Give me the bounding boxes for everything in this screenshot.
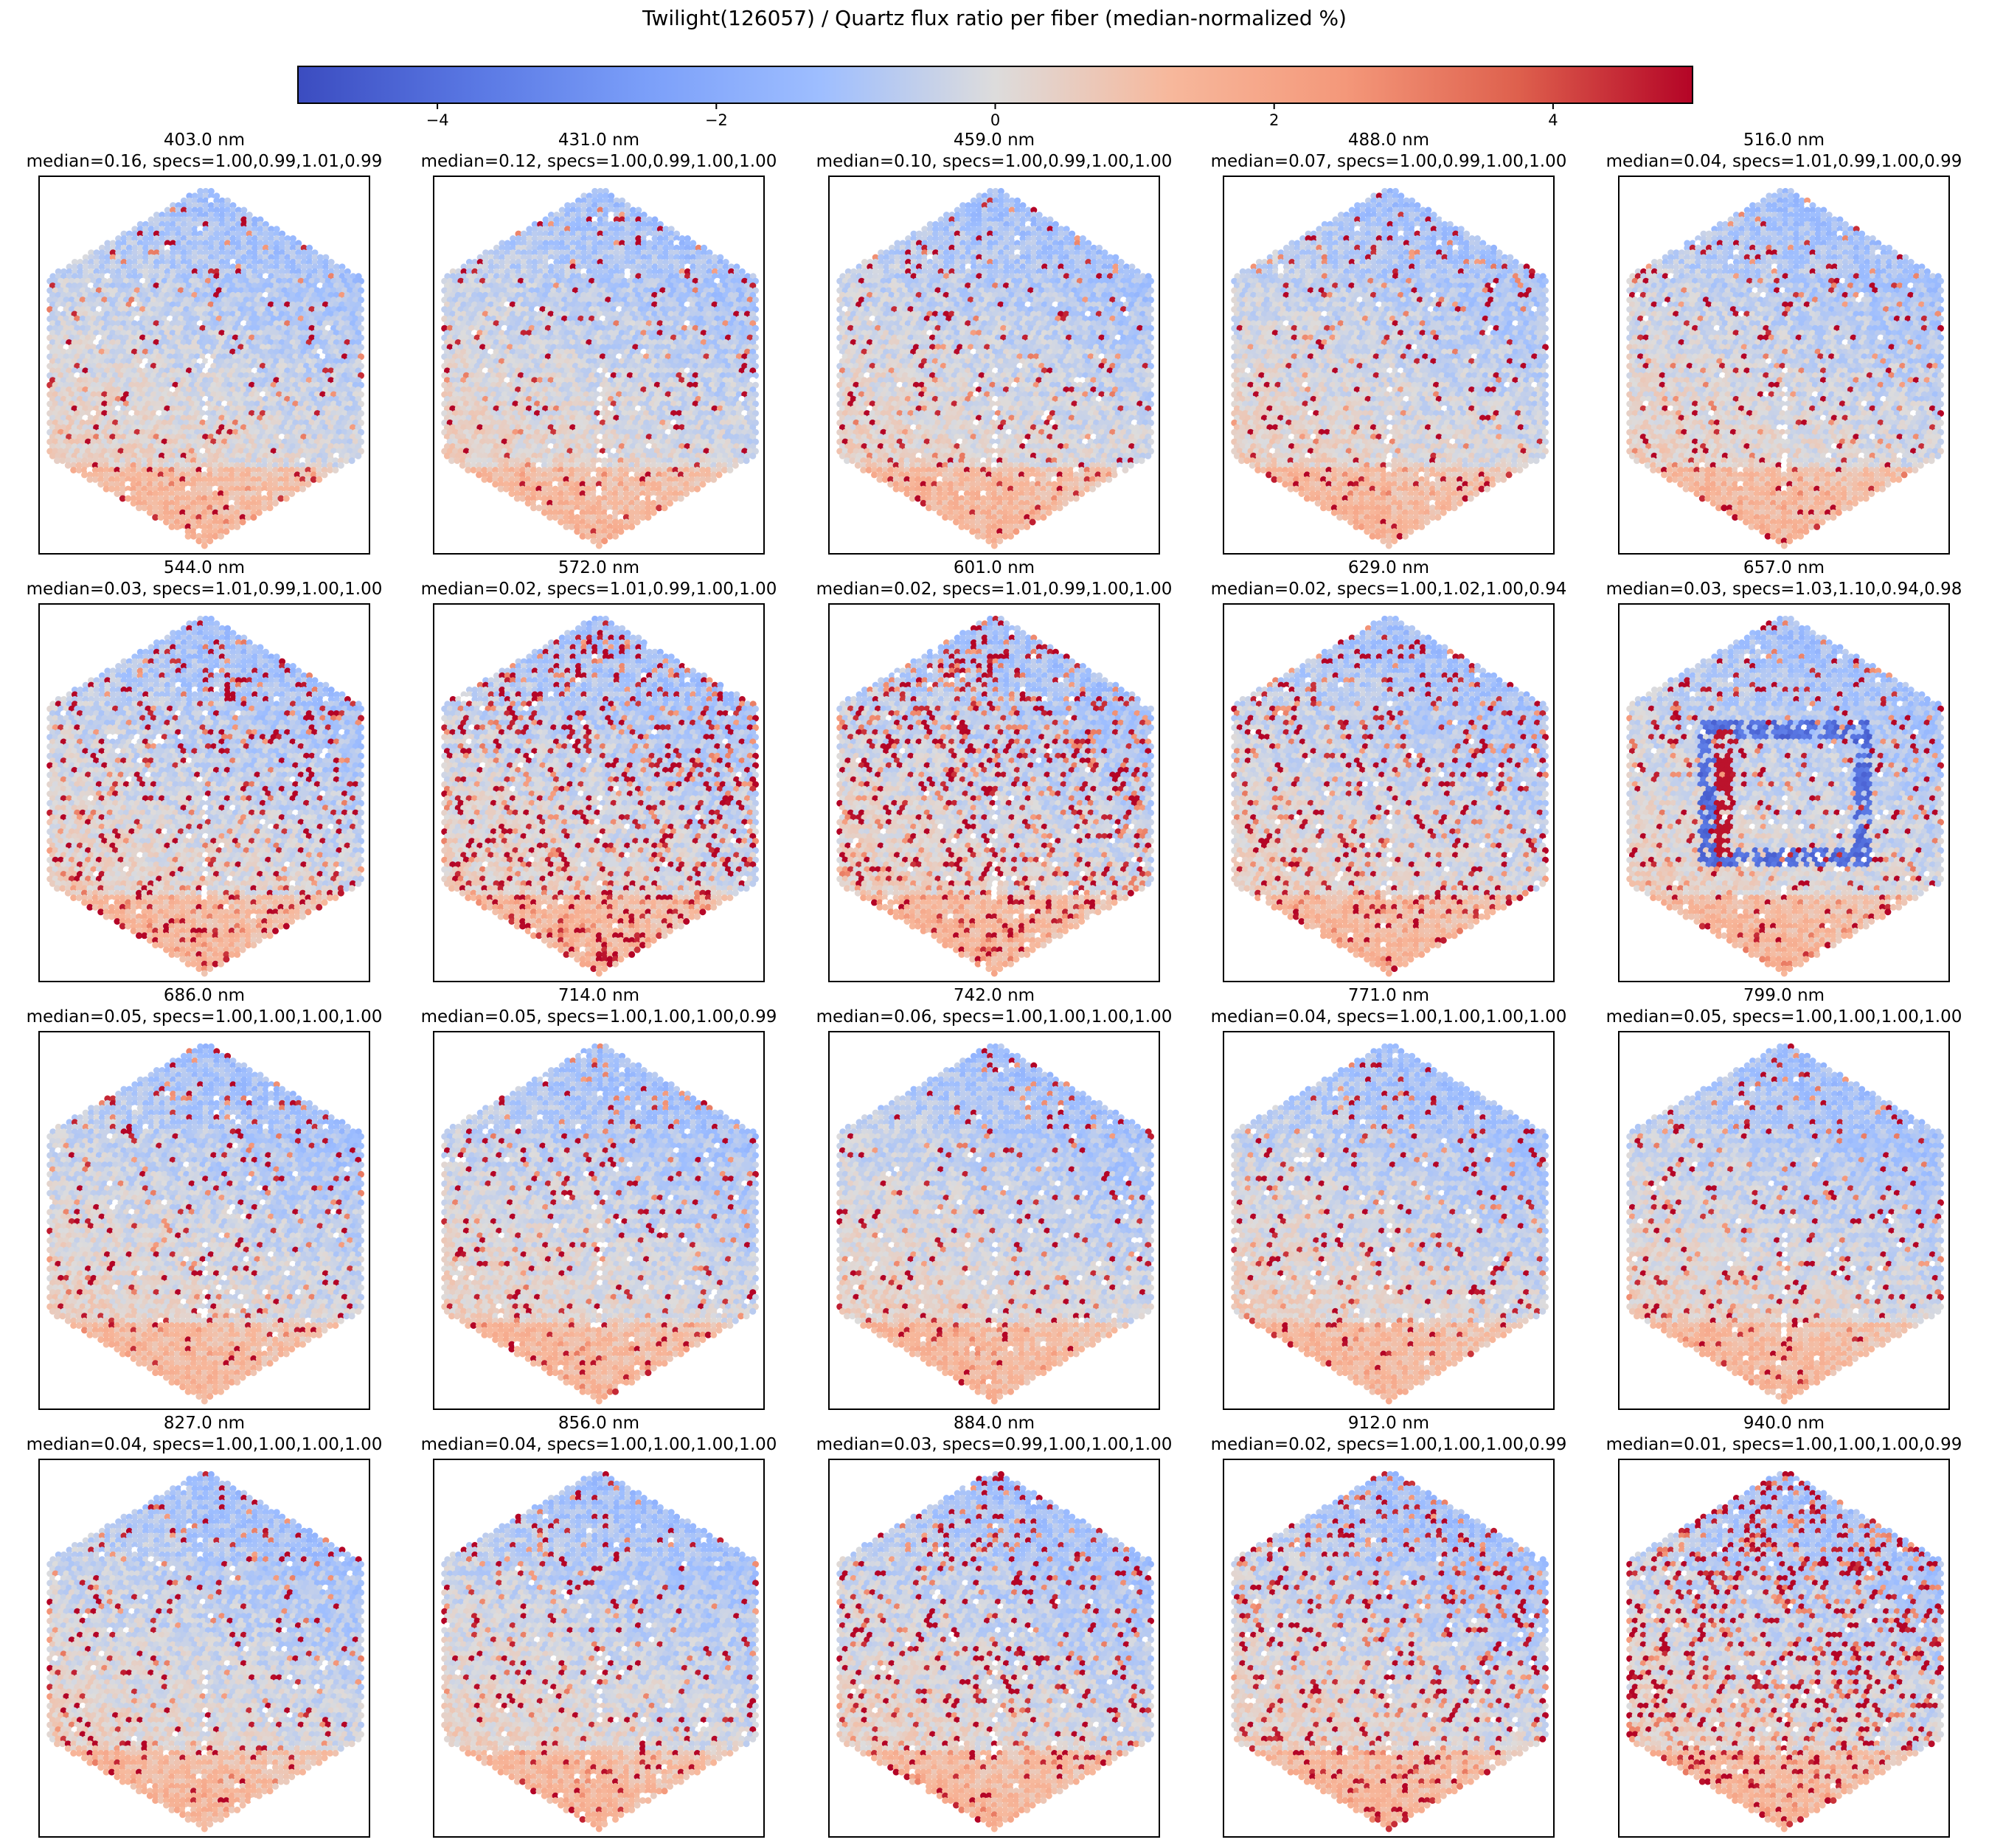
fiber: [322, 471, 328, 478]
fiber: [316, 476, 322, 483]
fiber: [355, 453, 361, 459]
fiber: [283, 496, 290, 502]
fiber: [299, 486, 306, 493]
fiber: [305, 481, 311, 487]
fiber: [349, 457, 355, 464]
panel-axes: [38, 176, 370, 555]
fiber-group: [441, 188, 759, 549]
fiber: [250, 514, 257, 521]
fiber: [206, 538, 213, 544]
fiber: [267, 504, 274, 511]
fiber: [256, 510, 263, 516]
fiber: [338, 462, 344, 469]
fiber-map: [434, 177, 766, 556]
panel-subtitle: median=0.12, specs=1.00,0.99,1.00,1.00: [392, 151, 805, 173]
fiber: [288, 490, 295, 497]
fiber-map: [40, 177, 372, 556]
panel-title: 431.0 nm: [392, 130, 805, 151]
fiber: [218, 533, 224, 540]
fiber: [240, 519, 246, 526]
panel-subtitle: median=0.16, specs=1.00,0.99,1.01,0.99: [0, 151, 411, 173]
fiber: [272, 500, 279, 507]
panel-title: 403.0 nm: [0, 130, 411, 151]
fiber: [332, 467, 339, 473]
panel-axes: [433, 176, 765, 555]
fiber: [201, 543, 208, 549]
fiber-group: [46, 188, 364, 549]
fiber: [223, 528, 229, 535]
fiber: [234, 524, 240, 530]
